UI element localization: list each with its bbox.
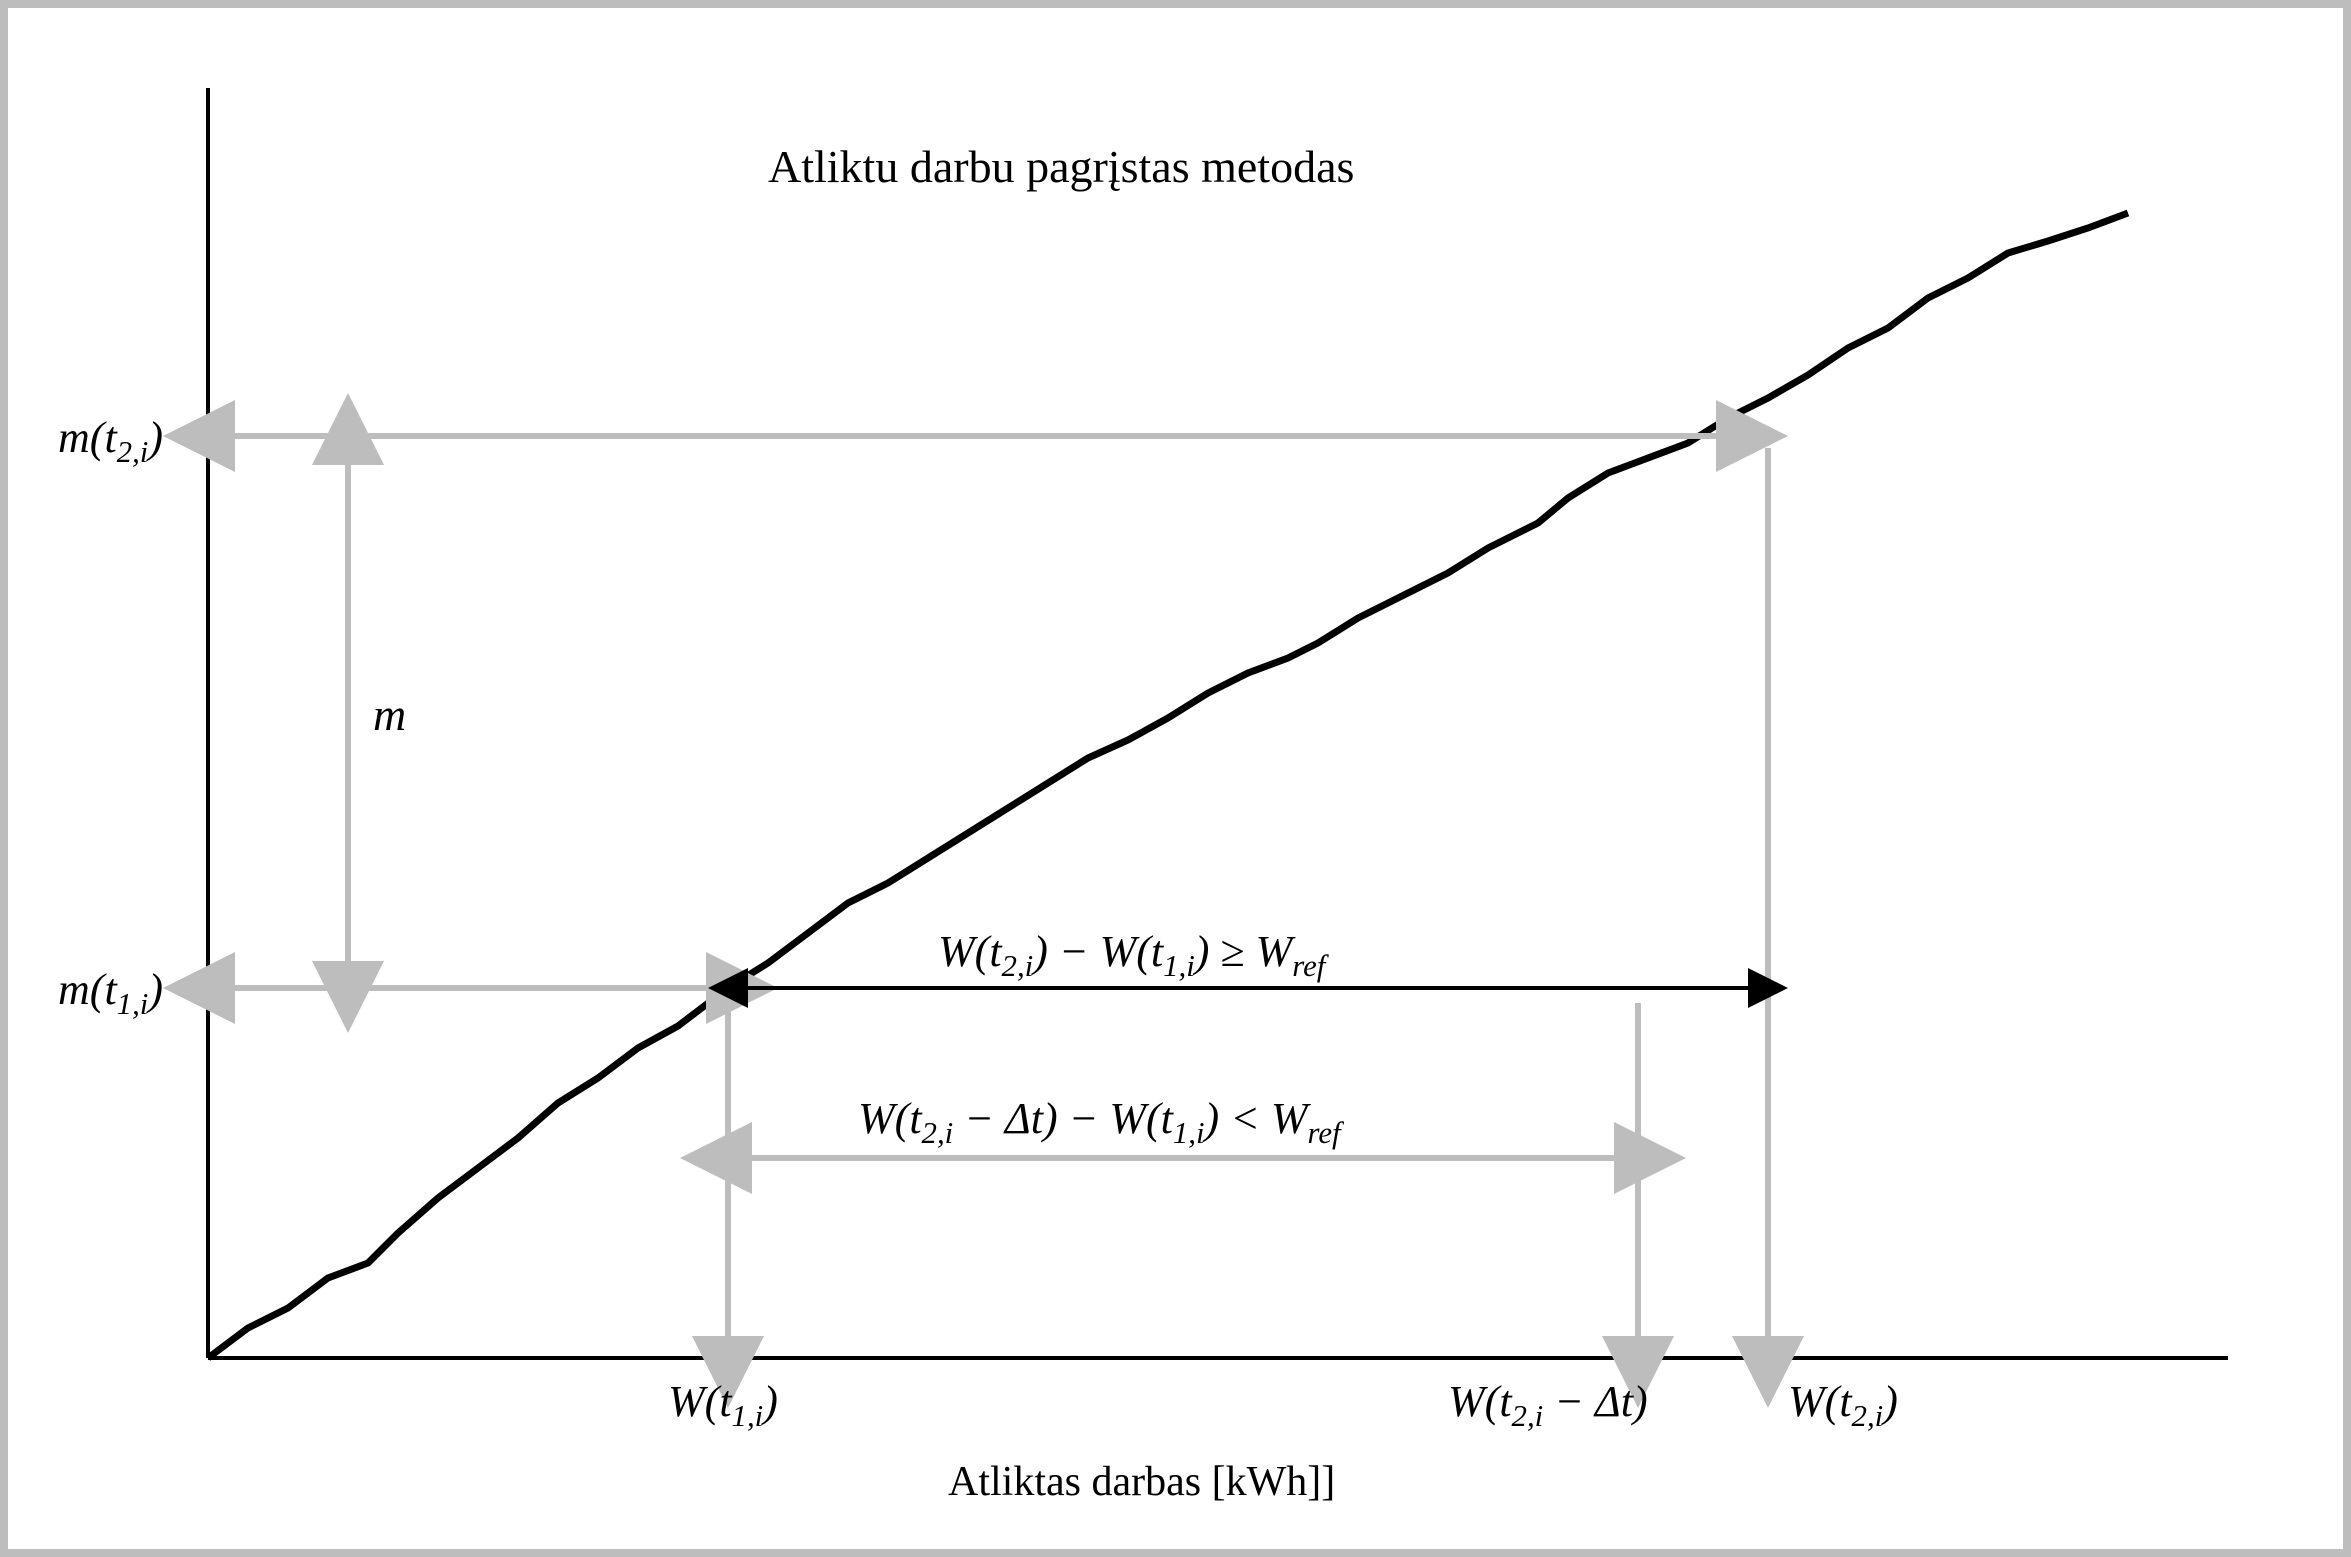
xlabel-w-t2dt: W(t2,i − Δt) bbox=[1448, 1376, 1648, 1434]
chart-title: Atliktu darbu pagrįstas metodas bbox=[768, 140, 1354, 193]
figure-frame: Atliktu darbu pagrįstas metodas m(t2,i) … bbox=[0, 0, 2351, 1557]
x-axis-title: Atliktas darbas [kWh]] bbox=[948, 1458, 1335, 1506]
label-m: m bbox=[373, 688, 406, 741]
formula-ineq1: W(t2,i) − W(t1,i) ≥ Wref bbox=[938, 926, 1325, 984]
ylabel-m-t1: m(t1,i) bbox=[58, 964, 163, 1022]
xlabel-w-t1: W(t1,i) bbox=[668, 1376, 778, 1434]
ylabel-m-t2: m(t2,i) bbox=[58, 412, 163, 470]
xlabel-w-t2: W(t2,i) bbox=[1788, 1376, 1898, 1434]
plot-area: Atliktu darbu pagrįstas metodas m(t2,i) … bbox=[28, 28, 2323, 1529]
formula-ineq2: W(t2,i − Δt) − W(t1,i) < Wref bbox=[858, 1093, 1341, 1151]
diagram-svg bbox=[28, 28, 2338, 1538]
data-curve bbox=[208, 213, 2128, 1358]
